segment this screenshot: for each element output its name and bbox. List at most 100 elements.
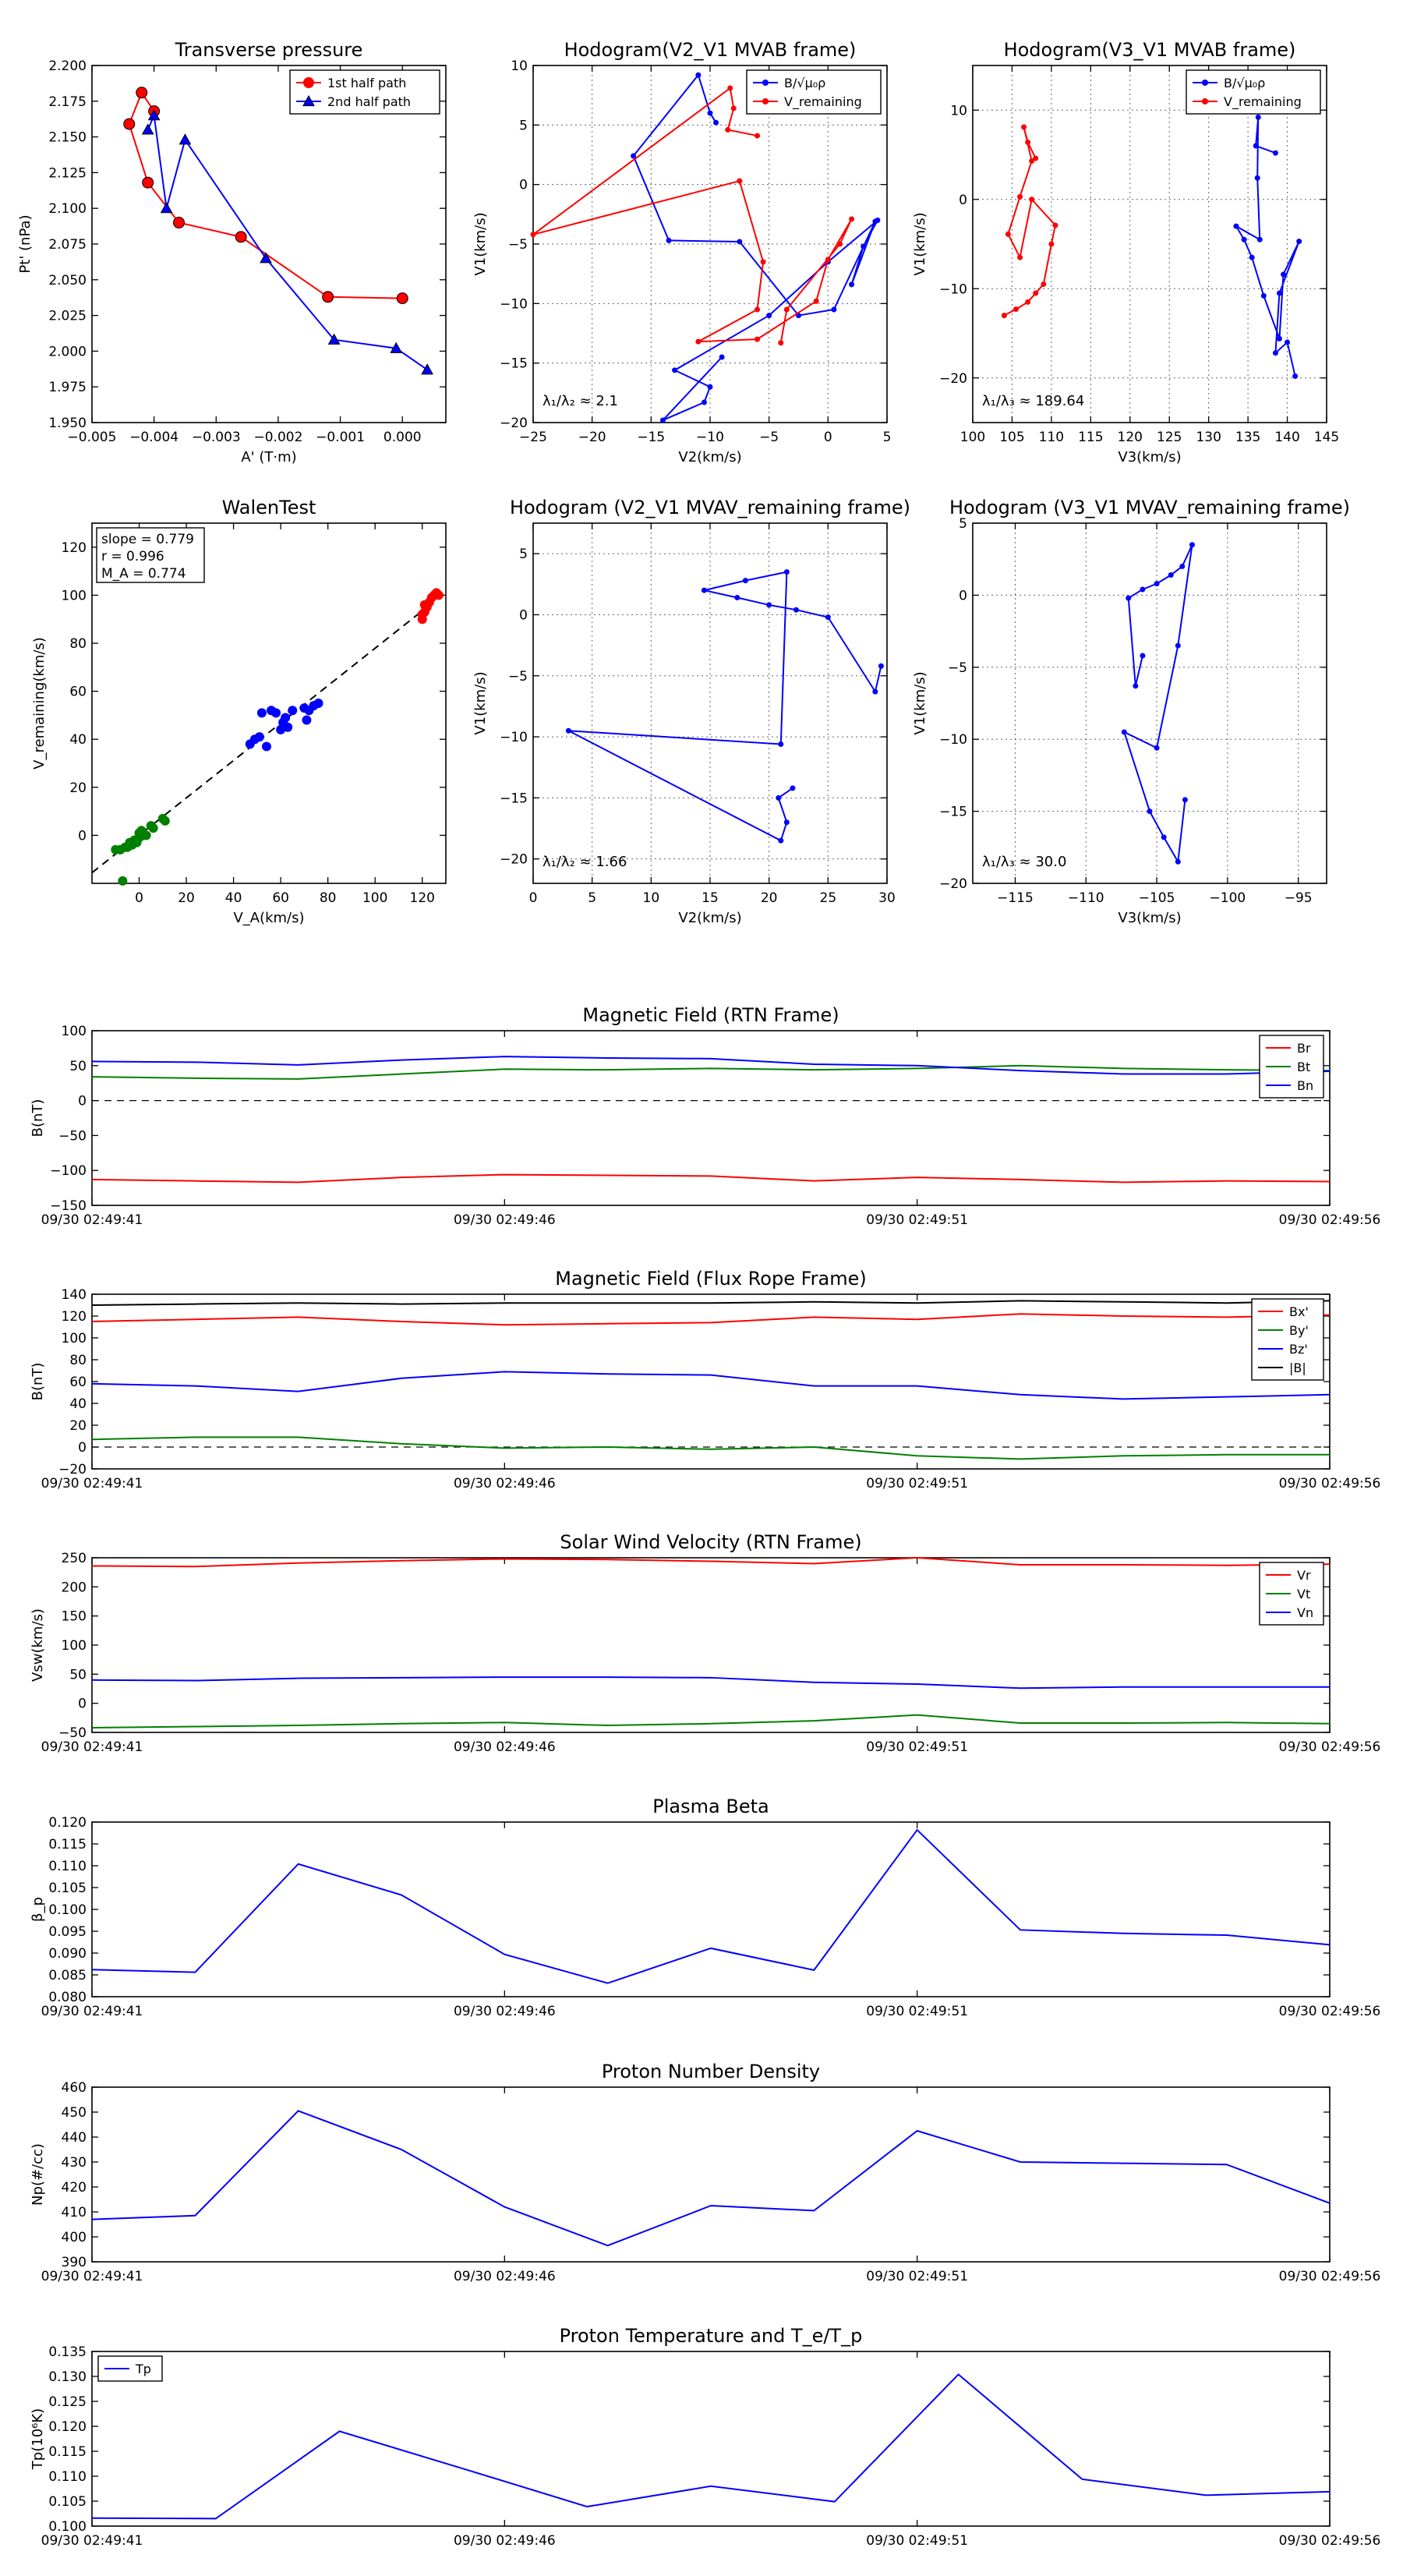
- x-axis-label: V2(km/s): [678, 910, 741, 926]
- y-tick-label: 0.105: [48, 2494, 87, 2510]
- x-tick-label: 20: [761, 890, 778, 906]
- data-point: [713, 119, 719, 126]
- data-point: [433, 590, 444, 600]
- series-blue: [245, 699, 323, 752]
- chart-plasma-beta: Plasma Beta 09/30 02:49:41 09/30 02:49:46 0…: [30, 1796, 1380, 2019]
- data-point: [1012, 306, 1019, 313]
- chart-title: Hodogram(V2_V1 MVAB frame): [564, 39, 857, 61]
- series-line: [632, 73, 878, 421]
- y-tick-label: 0.115: [48, 1837, 87, 1852]
- series-line: [91, 1676, 1330, 1690]
- data-point: [256, 708, 267, 718]
- data-point: [565, 727, 571, 734]
- y-tick-label: 0.090: [48, 1946, 87, 1962]
- data-point: [1168, 572, 1174, 579]
- y-tick-label: 60: [69, 685, 87, 700]
- x-tick-label: 09/30 02:49:46: [454, 1476, 556, 1491]
- data-point: [254, 732, 264, 742]
- x-tick-label: 09/30 02:49:51: [866, 1739, 968, 1755]
- x-tick-label: 40: [225, 890, 242, 906]
- data-point: [136, 87, 148, 99]
- data-point: [1029, 196, 1035, 203]
- series-Vn: [91, 1676, 1330, 1690]
- x-tick-label: 5: [588, 890, 596, 906]
- x-tick-label: 145: [1314, 430, 1339, 445]
- data-point: [695, 338, 702, 345]
- series-line: [91, 1828, 1331, 1984]
- series-V_remaining: [1001, 124, 1058, 319]
- data-point: [666, 237, 672, 243]
- x-tick-label: 09/30 02:49:56: [1279, 2533, 1381, 2549]
- y-tick-label: 0.100: [48, 1902, 87, 1918]
- data-point-triangle: [260, 252, 272, 264]
- data-point: [281, 713, 291, 723]
- data-point: [419, 600, 429, 610]
- series-line: [91, 2373, 1331, 2520]
- legend-label: B/√μ₀ρ: [784, 76, 825, 90]
- x-tick-label: 100: [362, 890, 387, 906]
- y-tick-label: −50: [58, 1128, 87, 1144]
- y-tick-label: 2.000: [48, 344, 87, 359]
- data-point: [1276, 335, 1282, 341]
- data-point: [762, 98, 769, 104]
- y-tick-label: 1.975: [48, 380, 87, 395]
- data-point: [762, 80, 769, 86]
- y-tick-label: 420: [62, 2180, 87, 2196]
- chart-hodogram-v2-v1-mvab: Hodogram(V2_V1 MVAB frame)−25 −20 −15 −10 −5…: [472, 39, 891, 465]
- legend: B/√μ₀ρ V_remaining: [1186, 69, 1321, 115]
- data-point: [1182, 797, 1188, 803]
- y-tick-label: −20: [939, 371, 967, 387]
- data-point: [719, 354, 725, 360]
- y-tick-label: 0.080: [48, 1990, 87, 2005]
- series-line: [91, 1173, 1331, 1184]
- y-tick-label: −5: [948, 660, 967, 676]
- x-tick-label: −15: [637, 430, 665, 445]
- legend-box: [1186, 69, 1321, 115]
- legend-box: [746, 69, 882, 115]
- y-tick-label: 100: [62, 1331, 87, 1346]
- data-point: [737, 239, 743, 245]
- data-point-triangle: [178, 133, 192, 145]
- y-tick-label: −5: [508, 237, 528, 253]
- x-tick-label: −10: [696, 430, 724, 445]
- data-point: [825, 614, 831, 621]
- y-axis-label: Vsw(km/s): [30, 1608, 46, 1682]
- x-axis-label: A' (T·m): [241, 449, 296, 465]
- x-tick-label: 60: [272, 890, 289, 906]
- y-tick-label: −10: [939, 281, 967, 297]
- chart-walen-test: WalenTest 0 20 40 60 80 100 120 0 20 40 60 80 100 120 V…: [31, 497, 447, 926]
- data-point: [322, 291, 334, 303]
- y-tick-label: 450: [62, 2105, 87, 2121]
- data-point: [875, 217, 881, 223]
- x-tick-label: 09/30 02:49:56: [1279, 1739, 1381, 1755]
- series-Vr: [91, 1556, 1331, 1568]
- series-Br: [91, 1173, 1331, 1184]
- y-tick-label: 0.120: [48, 1815, 87, 1831]
- y-tick-label: 100: [62, 1024, 87, 1039]
- x-tick-label: 09/30 02:49:41: [41, 1476, 143, 1491]
- legend-label: 1st half path: [327, 76, 406, 90]
- data-point: [1161, 834, 1167, 840]
- data-point: [417, 610, 427, 620]
- y-tick-label: 0: [78, 828, 87, 844]
- x-tick-label: −25: [519, 430, 547, 445]
- y-tick-label: 0: [78, 1697, 87, 1712]
- x-axis-label: V3(km/s): [1118, 449, 1181, 465]
- data-point: [1147, 809, 1153, 815]
- x-tick-label: 105: [999, 430, 1024, 445]
- series-line: [91, 1436, 1330, 1460]
- y-tick-label: 0: [519, 607, 528, 623]
- y-tick-label: −20: [939, 876, 967, 892]
- data-point: [1292, 373, 1299, 379]
- data-point: [778, 741, 784, 747]
- series-line: [91, 1300, 1331, 1306]
- data-point: [1272, 350, 1278, 356]
- stats-text: M_A = 0.774: [101, 566, 186, 582]
- data-point: [235, 231, 247, 243]
- y-tick-label: −100: [50, 1163, 87, 1179]
- data-point: [1296, 239, 1302, 245]
- data-point: [659, 417, 666, 423]
- y-tick-label: 0.110: [48, 2469, 87, 2485]
- series-Bn: [91, 1056, 1331, 1075]
- chart-hodogram-v3-v1-mvab: Hodogram(V3_V1 MVAB frame)100 105 110 115 12…: [912, 39, 1339, 465]
